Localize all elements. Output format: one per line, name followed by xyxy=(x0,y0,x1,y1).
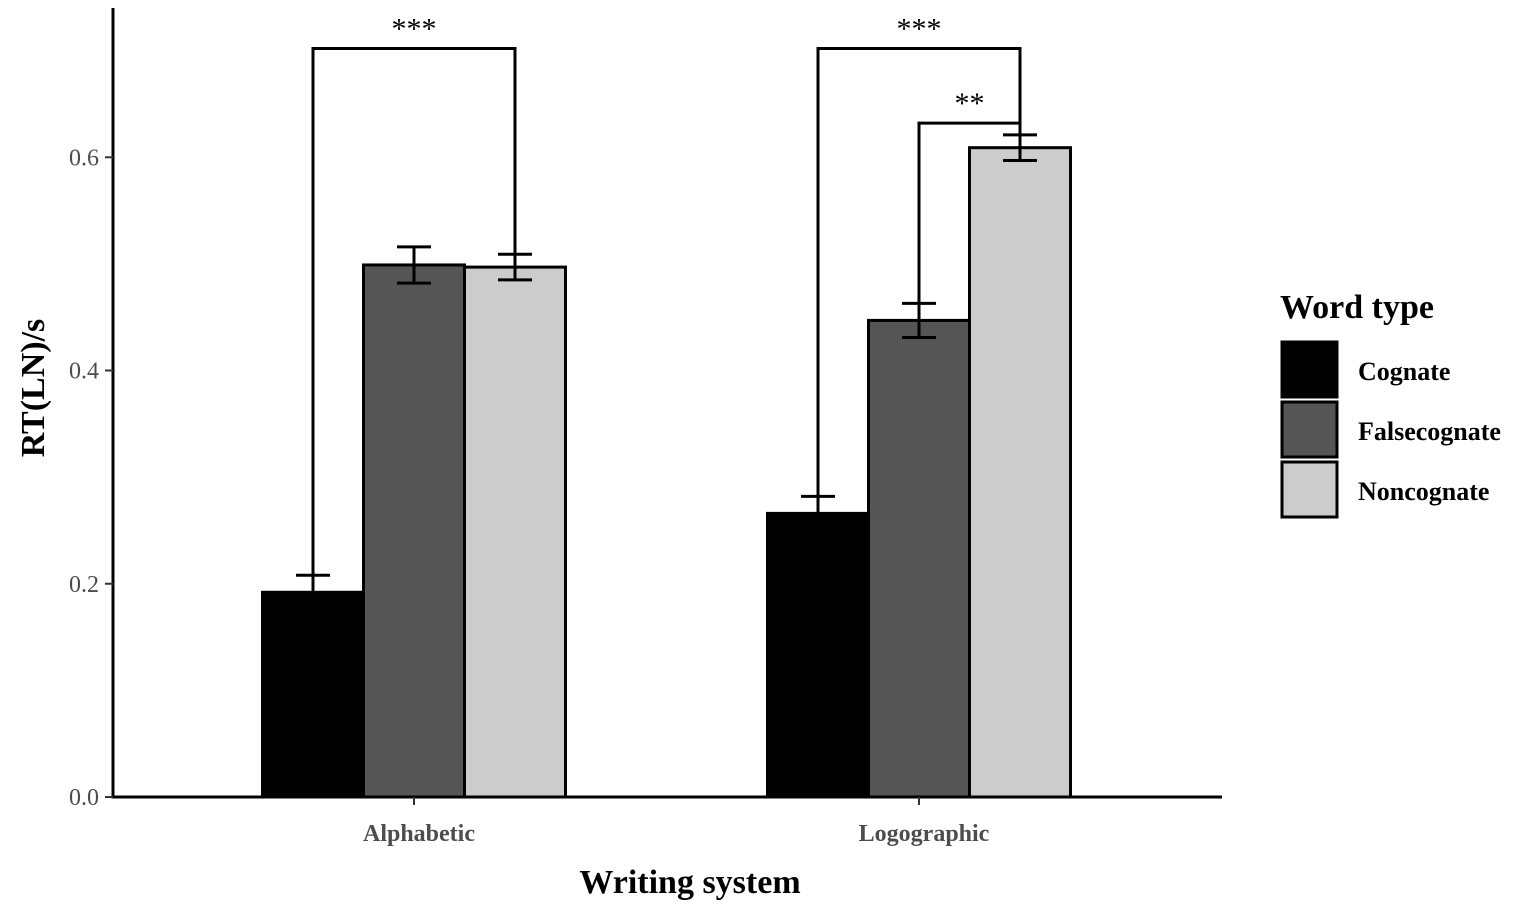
bar-noncognate-logographic xyxy=(968,146,1072,799)
error-bar-falsecognate-alphabetic xyxy=(397,245,431,285)
bracket-line xyxy=(311,47,517,576)
significance-label: *** xyxy=(897,13,942,46)
plot-area: *** ***** xyxy=(261,13,1072,799)
bar-falsecognate-logographic xyxy=(867,318,971,799)
bar-cognate-logographic xyxy=(766,511,870,799)
bar-falsecognate-alphabetic xyxy=(362,263,466,799)
legend-swatch xyxy=(1280,340,1339,399)
axes: 0.0 0.2 0.4 0.6 Alphabetic Logographic xyxy=(69,145,990,847)
significance-label: *** xyxy=(392,13,437,46)
significance-bracket: ** xyxy=(917,87,1022,304)
legend-label: Falsecognate xyxy=(1358,417,1501,446)
legend-swatch xyxy=(1280,400,1339,459)
significance-bracket: *** xyxy=(311,13,517,576)
x-tick-label: Logographic xyxy=(859,821,990,847)
bar-cognate-alphabetic xyxy=(261,590,365,799)
legend-title: Word type xyxy=(1280,289,1434,326)
y-tick-label: 0.4 xyxy=(69,359,99,385)
bar-noncognate-alphabetic xyxy=(463,265,567,799)
legend: Word type Cognate Falsecognate Noncognate xyxy=(1280,289,1501,519)
y-tick-label: 0.6 xyxy=(69,145,99,171)
bracket-line xyxy=(816,47,1022,497)
legend-item-noncognate: Noncognate xyxy=(1280,460,1489,519)
bracket-line xyxy=(917,121,1022,304)
legend-label: Noncognate xyxy=(1358,477,1489,506)
legend-item-falsecognate: Falsecognate xyxy=(1280,400,1501,459)
significance-bracket: *** xyxy=(816,13,1022,497)
y-tick-label: 0.2 xyxy=(69,572,99,598)
x-axis-title: Writing system xyxy=(579,864,800,901)
x-tick-label: Alphabetic xyxy=(363,821,475,847)
y-tick-label: 0.0 xyxy=(69,785,99,811)
legend-label: Cognate xyxy=(1358,357,1450,386)
significance-label: ** xyxy=(955,87,985,120)
y-axis-title: RT(LN)/s xyxy=(15,319,52,458)
legend-swatch xyxy=(1280,460,1339,519)
legend-items: Cognate Falsecognate Noncognate xyxy=(1280,340,1501,519)
legend-item-cognate: Cognate xyxy=(1280,340,1450,399)
